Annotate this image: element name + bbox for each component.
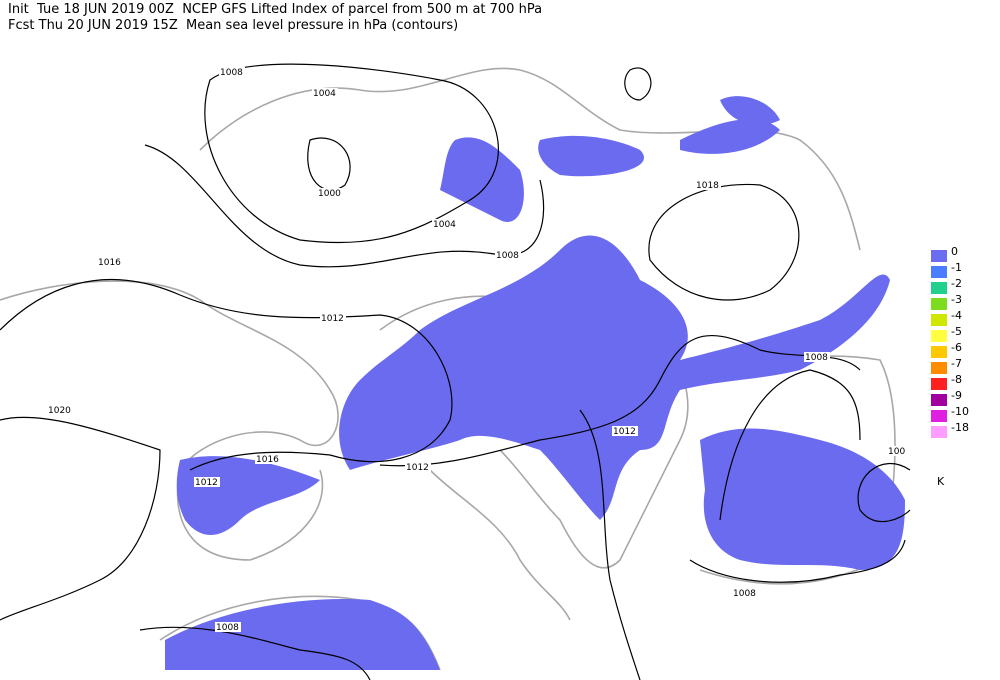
contour-label-bg xyxy=(97,257,123,267)
isobar xyxy=(689,539,906,583)
contour-label: 1008 xyxy=(220,68,243,78)
contour-label: 1016 xyxy=(98,258,121,268)
lifted-index-area xyxy=(165,599,440,670)
contour-label: 1018 xyxy=(696,181,719,191)
contour-label-bg xyxy=(219,67,245,77)
contour-label-bg xyxy=(495,250,521,260)
lifted-index-area xyxy=(440,137,524,222)
contour-label-bg xyxy=(887,446,913,456)
legend-swatch xyxy=(931,426,947,438)
legend-swatch xyxy=(931,266,947,278)
legend-label: -18 xyxy=(951,421,969,434)
legend-label: -7 xyxy=(951,357,962,370)
lifted-index-area xyxy=(538,135,644,177)
contour-label: 1012 xyxy=(613,427,636,437)
contour-label-bg xyxy=(47,405,73,415)
legend-swatch xyxy=(931,298,947,310)
isobar xyxy=(379,334,861,467)
contour-label: 1004 xyxy=(433,220,456,230)
contour-label-bg xyxy=(320,313,346,323)
legend-swatch xyxy=(931,314,947,326)
legend-swatch xyxy=(931,410,947,422)
contour-label: 1000 xyxy=(318,189,341,199)
legend-label: -6 xyxy=(951,341,962,354)
contour-label: 1008 xyxy=(496,251,519,261)
isobar xyxy=(0,279,453,471)
legend-label: -2 xyxy=(951,277,962,290)
contour-label: 1008 xyxy=(216,623,239,633)
contour-label: 1004 xyxy=(313,89,336,99)
isobar xyxy=(719,369,861,521)
contour-label-bg xyxy=(194,477,220,487)
legend-swatch xyxy=(931,346,947,358)
contour-label: 1012 xyxy=(321,314,344,324)
contour-label: 1008 xyxy=(733,589,756,599)
coastline xyxy=(0,280,339,561)
contour-label-bg xyxy=(612,426,638,436)
isobar xyxy=(624,67,652,101)
isobar xyxy=(0,416,161,621)
legend-swatch xyxy=(931,282,947,294)
isobar xyxy=(144,144,545,268)
legend-label: -1 xyxy=(951,261,962,274)
legend-label: -4 xyxy=(951,309,962,322)
legend-swatch xyxy=(931,378,947,390)
sea-level-map xyxy=(0,63,911,680)
legend-label: -3 xyxy=(951,293,962,306)
isobar xyxy=(204,63,499,244)
isobar xyxy=(648,183,800,301)
legend-swatch xyxy=(931,362,947,374)
legend-unit: K xyxy=(937,475,945,488)
contour-label-bg xyxy=(405,462,431,472)
legend: 0 -1 -2 -3 -4 -5 -6 -7 -8 -9 -10 -18 xyxy=(931,245,969,438)
coastline xyxy=(199,67,861,251)
coastline xyxy=(429,469,571,621)
contour-label-bg xyxy=(312,88,338,98)
legend-swatch xyxy=(931,330,947,342)
lifted-index-area xyxy=(720,96,780,125)
lifted-index-area xyxy=(700,428,905,570)
contour-label: 1012 xyxy=(195,478,218,488)
contour-label: 1012 xyxy=(406,463,429,473)
isobar xyxy=(139,626,371,680)
header-line: Fcst Thu 20 JUN 2019 15Z Mean sea level … xyxy=(8,18,458,33)
legend-swatch xyxy=(931,394,947,406)
lifted-index-area xyxy=(680,119,780,154)
isobar xyxy=(579,409,641,680)
legend-label: -10 xyxy=(951,405,969,418)
contour-label-bg xyxy=(804,352,830,362)
contour-label-bg xyxy=(215,622,241,632)
header-line: Init Tue 18 JUN 2019 00Z NCEP GFS Lifted… xyxy=(8,2,542,17)
lifted-index-area xyxy=(176,456,320,535)
legend-label: -5 xyxy=(951,325,962,338)
isobar xyxy=(307,137,351,191)
contour-label-bg xyxy=(255,454,281,464)
contour-labels: 1008 1004 1000 1004 1008 1016 1012 1020 1016 1012… xyxy=(47,67,913,633)
contour-label-bg xyxy=(317,188,343,198)
isobar xyxy=(857,463,911,523)
legend-label: -8 xyxy=(951,373,962,386)
contour-label: 100 xyxy=(888,447,905,457)
lifted-index-area xyxy=(339,235,891,521)
legend-label: 0 xyxy=(951,245,958,258)
contour-label-bg xyxy=(695,180,721,190)
contour-label-bg xyxy=(432,219,458,229)
contour-label-bg xyxy=(732,588,758,598)
contour-label: 1008 xyxy=(805,353,828,363)
legend-label: -9 xyxy=(951,389,962,402)
contour-label: 1016 xyxy=(256,455,279,465)
contour-label: 1020 xyxy=(48,406,71,416)
legend-swatch xyxy=(931,250,947,262)
